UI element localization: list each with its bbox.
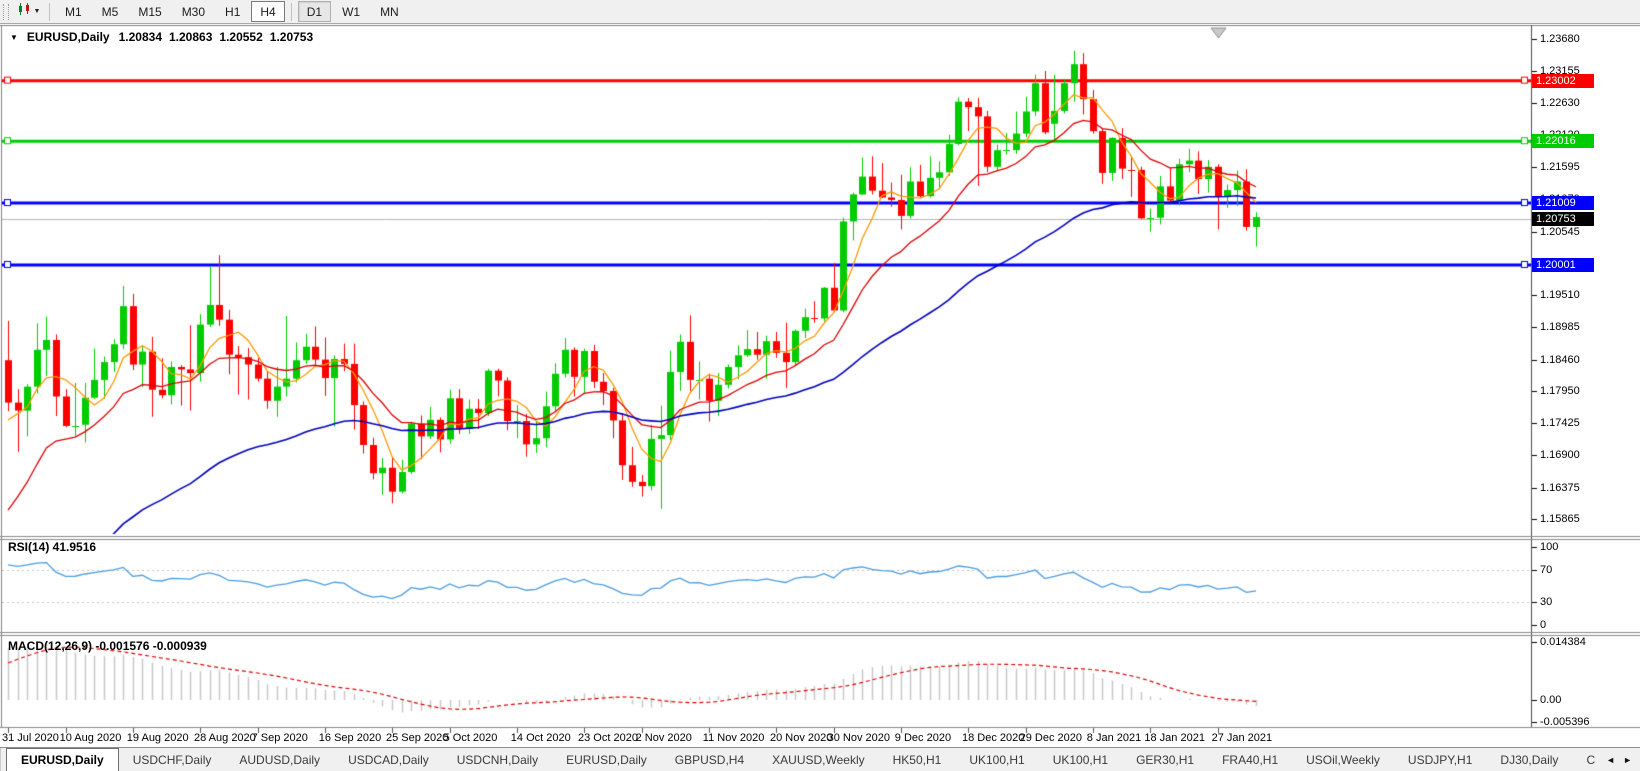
rsi-indicator-label: RSI(14) 41.9516 bbox=[8, 540, 97, 554]
chart-ohlc-header[interactable]: ▼ EURUSD,Daily 1.20834 1.20863 1.20552 1… bbox=[10, 30, 313, 44]
price-axis-tick[interactable]: 1.17425 bbox=[1540, 417, 1580, 430]
top-toolbar: ▼ M1 M5 M15 M30 H1 H4 D1 W1 MN bbox=[0, 0, 1640, 24]
date-axis-label[interactable]: 18 Dec 2020 bbox=[962, 732, 1025, 744]
price-axis-tick[interactable]: 1.18460 bbox=[1540, 353, 1580, 366]
price-axis-tick[interactable]: 1.18985 bbox=[1540, 321, 1580, 334]
date-axis-label[interactable]: 20 Nov 2020 bbox=[770, 732, 833, 744]
date-axis-label[interactable]: 11 Nov 2020 bbox=[702, 732, 765, 744]
price-axis-tick[interactable]: 1.16375 bbox=[1540, 481, 1580, 494]
ohlc-open: 1.20834 bbox=[118, 30, 162, 44]
timeframe-button-mn[interactable]: MN bbox=[380, 4, 399, 19]
chart-tab-xauusd-weekly[interactable]: XAUUSD,Weekly bbox=[772, 752, 865, 767]
price-line-label: 1.23002 bbox=[1532, 73, 1594, 88]
rsi-axis-tick[interactable]: 30 bbox=[1540, 595, 1553, 608]
price-line-label: 1.20001 bbox=[1532, 257, 1594, 272]
chart-tab-dj30-daily[interactable]: DJ30,Daily bbox=[1500, 752, 1559, 767]
date-axis-label[interactable]: 8 Jan 2021 bbox=[1086, 732, 1142, 744]
price-axis-tick[interactable]: 1.20545 bbox=[1540, 225, 1580, 238]
macd-axis-tick[interactable]: -0.005396 bbox=[1540, 715, 1590, 728]
chart-tab-gbpusd-h4[interactable]: GBPUSD,H4 bbox=[674, 752, 745, 767]
date-axis-label[interactable]: 14 Oct 2020 bbox=[510, 732, 571, 744]
price-axis-tick[interactable]: 1.15865 bbox=[1540, 513, 1580, 525]
date-axis-label[interactable]: 9 Dec 2020 bbox=[894, 732, 952, 744]
chart-tab-eurusd-daily[interactable]: EURUSD,Daily bbox=[6, 748, 119, 771]
timeframe-button-m1[interactable]: M1 bbox=[65, 4, 82, 19]
timeframe-button-w1[interactable]: W1 bbox=[342, 4, 361, 19]
date-axis-label[interactable]: 31 Jul 2020 bbox=[2, 732, 59, 744]
symbol-dropdown-icon[interactable]: ▼ bbox=[10, 32, 18, 42]
macd-indicator-label: MACD(12,26,9) -0.001576 -0.000939 bbox=[8, 639, 207, 653]
chart-tab-eurusd-daily[interactable]: EURUSD,Daily bbox=[566, 752, 647, 767]
chart-type-button[interactable]: ▼ bbox=[14, 2, 44, 22]
rsi-axis-tick[interactable]: 70 bbox=[1540, 564, 1553, 577]
date-axis-label[interactable]: 28 Aug 2020 bbox=[194, 732, 256, 744]
chart-symbol: EURUSD,Daily bbox=[26, 30, 110, 44]
chart-tab-usdcnh-daily[interactable]: USDCNH,Daily bbox=[456, 752, 539, 767]
rsi-axis-tick[interactable]: 100 bbox=[1540, 541, 1559, 553]
tab-bar-grip[interactable] bbox=[0, 748, 1, 771]
tab-scroll-left-icon[interactable]: ◄ bbox=[1606, 754, 1616, 765]
macd-axis-tick[interactable]: 0.00 bbox=[1540, 694, 1562, 706]
chart-tab-usdchf-daily[interactable]: USDCHF,Daily bbox=[132, 752, 212, 767]
date-axis-label[interactable]: 18 Jan 2021 bbox=[1144, 732, 1205, 744]
chart-tab-usdcad-daily[interactable]: USDCAD,Daily bbox=[348, 752, 429, 767]
date-axis-label[interactable]: 16 Sep 2020 bbox=[318, 732, 382, 744]
chart-tab-usoil-weekly[interactable]: USOil,Weekly bbox=[1306, 752, 1380, 767]
chevron-down-icon: ▼ bbox=[33, 8, 41, 15]
timeframe-button-h1[interactable]: H1 bbox=[225, 4, 241, 19]
price-line-label: 1.20753 bbox=[1532, 211, 1594, 226]
ohlc-close: 1.20753 bbox=[269, 30, 314, 44]
rsi-axis-tick[interactable]: 0 bbox=[1540, 619, 1547, 631]
toolbar-grip[interactable] bbox=[3, 3, 9, 20]
date-axis-label[interactable]: 27 Jan 2021 bbox=[1211, 732, 1273, 744]
candlestick-chart-icon bbox=[18, 2, 32, 21]
ohlc-low: 1.20552 bbox=[219, 30, 263, 44]
chart-tab-usdjpy-h1[interactable]: USDJPY,H1 bbox=[1407, 752, 1473, 767]
price-axis-tick[interactable]: 1.19510 bbox=[1540, 289, 1580, 302]
price-line-label: 1.22016 bbox=[1532, 134, 1594, 149]
chart-tab-audusd-daily[interactable]: AUDUSD,Daily bbox=[239, 752, 321, 767]
chart-tab-ger30-h1[interactable]: GER30,H1 bbox=[1136, 752, 1195, 767]
price-axis-tick[interactable]: 1.17950 bbox=[1540, 384, 1580, 397]
price-line-label: 1.21009 bbox=[1532, 196, 1594, 211]
chart-tab-bar: EURUSD,Daily USDCHF,Daily AUDUSD,Daily USDC… bbox=[0, 747, 1640, 771]
date-axis-label[interactable]: 10 Aug 2020 bbox=[59, 732, 122, 744]
price-axis-tick[interactable]: 1.16900 bbox=[1540, 449, 1580, 462]
date-axis-label[interactable]: 19 Aug 2020 bbox=[126, 732, 189, 744]
timeframe-button-group: M1 M5 M15 M30 H1 H4 D1 W1 MN bbox=[55, 1, 409, 22]
date-axis-label[interactable]: 7 Sep 2020 bbox=[251, 732, 308, 744]
date-axis-label[interactable]: 2 Nov 2020 bbox=[635, 732, 692, 744]
timeframe-button-d1[interactable]: D1 bbox=[297, 1, 332, 22]
macd-axis-tick[interactable]: 0.014384 bbox=[1540, 636, 1586, 648]
timeframe-button-m30[interactable]: M30 bbox=[181, 4, 206, 19]
ohlc-high: 1.20863 bbox=[169, 30, 213, 44]
timeframe-button-h4[interactable]: H4 bbox=[251, 1, 285, 22]
toolbar-separator bbox=[290, 2, 292, 21]
chart-tab-uk100-h1[interactable]: UK100,H1 bbox=[1052, 752, 1109, 767]
chart-tab-uk100-h1[interactable]: UK100,H1 bbox=[969, 752, 1025, 767]
date-axis-label[interactable]: 30 Nov 2020 bbox=[827, 732, 890, 744]
date-axis-label[interactable]: 5 Oct 2020 bbox=[443, 732, 498, 744]
tab-scroll-arrows: ◄ ► bbox=[1596, 748, 1640, 771]
price-axis-tick[interactable]: 1.23680 bbox=[1540, 33, 1580, 45]
price-axis-tick[interactable]: 1.22630 bbox=[1540, 97, 1580, 110]
chart-tab-fra40-h1[interactable]: FRA40,H1 bbox=[1222, 752, 1279, 767]
date-axis-label[interactable]: 23 Oct 2020 bbox=[578, 732, 638, 744]
date-axis-label[interactable]: 25 Sep 2020 bbox=[386, 732, 449, 744]
price-axis-tick[interactable]: 1.21595 bbox=[1540, 161, 1580, 174]
date-axis-label[interactable]: 29 Dec 2020 bbox=[1019, 732, 1082, 744]
toolbar-separator bbox=[49, 2, 50, 21]
timeframe-button-m5[interactable]: M5 bbox=[101, 4, 119, 19]
chart-tab-hk50-h1[interactable]: HK50,H1 bbox=[892, 752, 942, 767]
timeframe-button-m15[interactable]: M15 bbox=[138, 4, 162, 19]
tab-scroll-right-icon[interactable]: ► bbox=[1623, 754, 1632, 765]
